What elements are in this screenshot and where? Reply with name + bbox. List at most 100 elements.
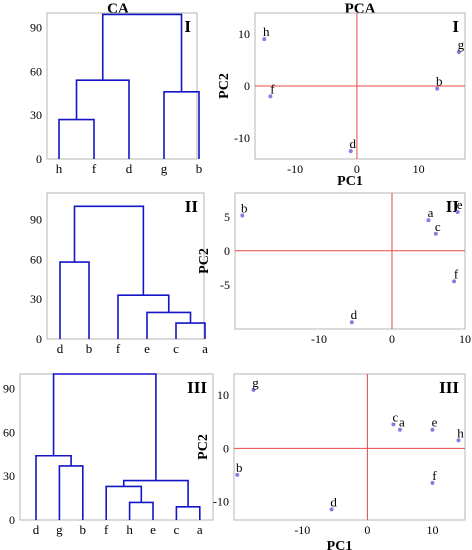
x-tick-label: -10 <box>311 332 327 346</box>
y-tick-label: 90 <box>30 21 42 35</box>
panel-ca-III: III d g b f h e c a 0 30 60 90 <box>3 373 214 537</box>
leaf-label: b <box>86 341 93 356</box>
y-tick-label: 5 <box>224 210 230 224</box>
y-tick-label: 0 <box>244 79 250 93</box>
x-tick-label: 0 <box>364 523 370 537</box>
y-tick-label: -5 <box>220 278 230 292</box>
y-tick-label: 0 <box>36 152 42 166</box>
dendrogram-link <box>175 322 206 339</box>
leaf-label: a <box>202 341 208 356</box>
point-label: d <box>330 494 337 509</box>
point-label: g <box>458 37 465 52</box>
y-tick-label: -10 <box>213 494 229 508</box>
leaf-label: c <box>173 341 179 356</box>
y-tick-label: 10 <box>217 388 229 402</box>
data-point <box>349 320 354 325</box>
dendrogram-link <box>73 205 145 296</box>
data-point <box>235 472 240 477</box>
y-tick-label: 0 <box>223 441 229 455</box>
x-axis-label: PC1 <box>337 174 363 189</box>
y-tick-label: 60 <box>30 64 42 78</box>
x-tick-label: 10 <box>426 523 438 537</box>
data-point <box>435 86 440 91</box>
y-tick-label: 30 <box>3 469 15 483</box>
dendrogram-link <box>52 373 157 481</box>
point-label: d <box>351 307 358 322</box>
leaf-label: b <box>196 161 203 176</box>
data-point <box>455 210 460 215</box>
data-point <box>456 50 461 55</box>
x-tick-label: -10 <box>287 162 303 176</box>
point-label: f <box>432 468 437 483</box>
y-axis-label: PC2 <box>196 434 211 460</box>
plot-frame <box>46 12 198 160</box>
data-point <box>433 231 438 236</box>
point-label: h <box>457 425 464 440</box>
y-tick-label: 60 <box>3 425 15 439</box>
point-label: c <box>393 409 399 424</box>
plot-frame <box>234 192 466 330</box>
plot-frame <box>233 373 466 521</box>
point-label: a <box>428 205 434 220</box>
panel-label: II <box>185 197 199 216</box>
leaf-label: d <box>126 161 133 176</box>
panel-pca-I: Ih g b f d -10 0 10 -10 0 10 PC1 PC2 <box>217 12 466 189</box>
y-tick-label: 0 <box>9 513 15 527</box>
data-point <box>329 507 334 512</box>
leaf-label: e <box>150 522 156 537</box>
point-label: b <box>436 74 443 89</box>
panel-label: I <box>452 17 459 36</box>
y-tick-label: 0 <box>36 332 42 346</box>
data-point <box>426 218 431 223</box>
point-label: e <box>457 197 463 212</box>
leaf-label: d <box>33 522 40 537</box>
point-label: g <box>252 375 259 390</box>
x-tick-label: 0 <box>354 162 360 176</box>
data-point <box>397 427 402 432</box>
leaf-label: c <box>174 522 180 537</box>
leaf-label: g <box>56 522 63 537</box>
data-point <box>262 37 267 42</box>
panel-ca-I: Ih f d g b 0 30 60 90 <box>30 12 203 176</box>
leaf-label: h <box>56 161 63 176</box>
y-tick-label: 30 <box>30 292 42 306</box>
leaf-label: a <box>197 522 203 537</box>
data-point <box>391 422 396 427</box>
y-tick-label: 30 <box>30 108 42 122</box>
point-label: f <box>454 266 459 281</box>
y-axis-label: PC2 <box>217 73 232 99</box>
x-tick-label: -10 <box>294 523 310 537</box>
leaf-label: f <box>104 522 109 537</box>
point-label: d <box>349 136 356 151</box>
data-point <box>251 387 256 392</box>
leaf-label: h <box>126 522 133 537</box>
leaf-label: b <box>80 522 87 537</box>
y-tick-label: 90 <box>3 382 15 396</box>
y-tick-label: 10 <box>238 27 250 41</box>
data-point <box>430 480 435 485</box>
panel-ca-II: II d b f e c a 0 30 60 90 <box>30 192 208 356</box>
data-point <box>348 149 353 154</box>
plot-frame <box>19 373 214 521</box>
point-label: f <box>270 81 275 96</box>
panel-label: III <box>187 378 207 397</box>
leaf-label: f <box>92 161 97 176</box>
data-point <box>430 427 435 432</box>
x-tick-label: 0 <box>389 332 395 346</box>
y-tick-label: 0 <box>224 244 230 258</box>
y-tick-label: -10 <box>234 131 250 145</box>
y-tick-label: 90 <box>30 213 42 227</box>
leaf-label: g <box>161 161 168 176</box>
leaf-label: d <box>57 341 64 356</box>
leaf-label: f <box>116 341 121 356</box>
plot-frame <box>46 192 205 340</box>
dendrogram-link <box>101 13 183 92</box>
panel-label: III <box>439 378 459 397</box>
dendrogram-link <box>146 311 192 339</box>
leaf-label: e <box>144 341 150 356</box>
y-tick-label: 60 <box>30 252 42 266</box>
data-point <box>456 438 461 443</box>
